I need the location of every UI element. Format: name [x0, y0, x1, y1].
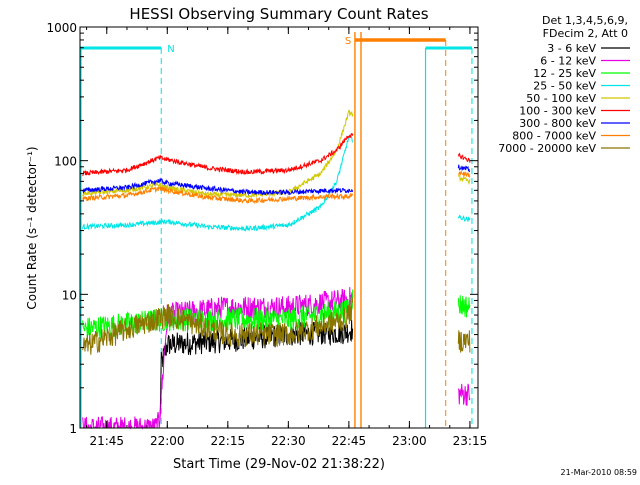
series-line-2-seg-0 [82, 287, 354, 430]
series-4 [82, 134, 471, 232]
series-6 [82, 133, 471, 177]
series-line-9-seg-0 [82, 297, 354, 355]
y-axis-label: Count Rate (s⁻¹ detector⁻¹) [25, 146, 39, 309]
series-line-4-seg-0 [82, 134, 354, 232]
legend-entry-label: 12 - 25 keV [533, 67, 596, 80]
y-tick-label: 100 [54, 155, 77, 169]
series-line-4-seg-1 [457, 214, 471, 222]
legend-entry-label: 7000 - 20000 keV [498, 142, 596, 155]
x-tick-label: 22:15 [211, 434, 246, 448]
series-line-3-seg-1 [457, 295, 471, 318]
time-bands: NS [80, 32, 473, 428]
plot-frame [79, 26, 479, 429]
legend-entry-label: 3 - 6 keV [547, 42, 596, 55]
y-tick-label: 1000 [46, 21, 77, 35]
series-2 [82, 287, 471, 430]
series-9 [82, 297, 471, 355]
y-tick-label: 10 [62, 288, 77, 302]
x-tick-label: 22:45 [332, 434, 367, 448]
series-line-5-seg-1 [457, 174, 471, 186]
series-line-6-seg-1 [457, 152, 471, 163]
series-line-7-seg-0 [82, 177, 354, 196]
legend-entry-label: 50 - 100 keV [526, 92, 596, 105]
series-7 [82, 164, 471, 196]
legend-entry-label: 800 - 7000 keV [512, 130, 596, 143]
x-tick-label: 23:00 [392, 434, 427, 448]
y-tick-label: 1 [69, 422, 77, 436]
series-line-9-seg-1 [457, 330, 471, 353]
axes: 21:45 22:00 22:15 22:30 22:45 23:00 23:15 1 10 10… [46, 21, 487, 448]
series-line-6-seg-0 [82, 133, 354, 177]
footer-timestamp: 21-Mar-2010 08:59 [561, 468, 638, 477]
x-axis-label: Start Time (29-Nov-02 21:38:22) [173, 457, 385, 472]
series-5 [82, 109, 471, 199]
annotation-s: S [345, 36, 351, 47]
series-line-7-seg-1 [457, 164, 471, 173]
legend: Det 1,3,4,5,6,9,FDecim 2, Att 0 3 - 6 keV… [498, 14, 630, 155]
legend-entry-label: 300 - 800 keV [519, 117, 596, 130]
series-3 [82, 289, 471, 340]
series-line-8-seg-0 [82, 186, 354, 205]
legend-entry-label: 100 - 300 keV [519, 105, 596, 118]
series-line-2-seg-1 [457, 383, 471, 406]
x-tick-label: 23:15 [453, 434, 488, 448]
legend-header-line: Det 1,3,4,5,6,9, [542, 14, 628, 27]
annotation-n: N [167, 44, 174, 55]
series-line-8-seg-1 [458, 169, 471, 178]
x-tick-label: 22:30 [271, 434, 306, 448]
legend-header-line: FDecim 2, Att 0 [543, 27, 628, 40]
legend-entry-label: 25 - 50 keV [533, 80, 596, 93]
x-tick-label: 21:45 [89, 434, 124, 448]
series-lines [82, 109, 471, 430]
series-line-3-seg-0 [82, 289, 354, 340]
x-tick-label: 22:00 [150, 434, 185, 448]
chart-title: HESSI Observing Summary Count Rates [129, 5, 428, 23]
legend-entry-label: 6 - 12 keV [540, 55, 596, 68]
series-line-5-seg-0 [82, 109, 354, 199]
series-8 [82, 169, 471, 205]
